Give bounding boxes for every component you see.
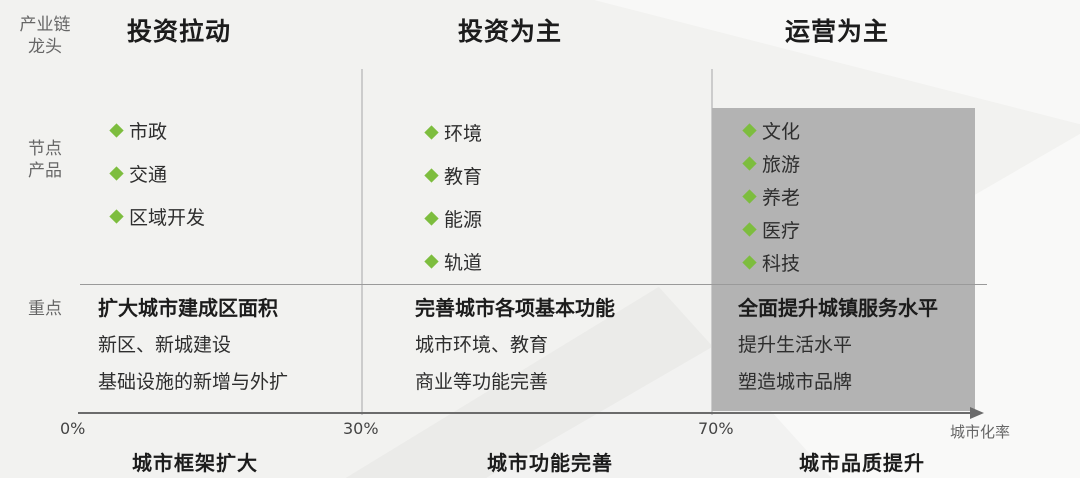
node-label: 环境 [444,122,483,145]
focus-line: 基础设施的新增与外扩 [98,371,289,393]
diamond-bullet-icon [742,122,757,138]
focus-line: 城市环境、教育 [415,334,549,356]
node-item: 能源 [424,207,483,231]
axis-tick-0: 0% [60,419,86,438]
node-item: 养老 [742,185,801,209]
focus-block-column-1: 扩大城市建成区面积 新区、新城建设 基础设施的新增与外扩 [98,296,288,408]
row-label-line: 产业链 [19,15,71,35]
row-label-line: 重点 [28,299,62,319]
diamond-bullet-icon [424,124,439,140]
focus-line: 新区、新城建设 [98,334,232,356]
axis-tick-30: 30% [343,419,379,438]
node-list-column-1: 市政 交通 区域开发 [109,119,206,248]
node-item: 教育 [424,164,483,188]
node-label: 市政 [129,120,168,143]
column-header-3: 运营为主 [785,17,890,46]
row-label-line: 产品 [28,161,62,181]
urbanization-axis [78,412,972,414]
node-label: 医疗 [762,219,801,242]
node-item: 区域开发 [109,205,206,229]
row-label-line: 龙头 [28,37,62,57]
column-header-2: 投资为主 [458,17,563,46]
stage-label-2: 城市功能完善 [487,451,613,475]
diamond-bullet-icon [742,254,757,270]
node-item: 交通 [109,162,205,186]
node-label: 交通 [129,163,168,186]
node-label: 文化 [762,120,801,143]
column-header-1: 投资拉动 [127,17,232,46]
axis-tick-70: 70% [698,419,734,438]
focus-block-column-2: 完善城市各项基本功能 城市环境、教育 商业等功能完善 [415,296,615,408]
focus-line: 提升生活水平 [738,334,853,356]
node-item: 医疗 [742,218,801,242]
node-list-column-3: 文化 旅游 养老 医疗 科技 [742,119,801,284]
row-label-focus: 重点 [12,298,78,320]
node-label: 科技 [762,252,801,275]
stage-label-3: 城市品质提升 [799,451,925,475]
diamond-bullet-icon [424,210,439,226]
focus-line: 商业等功能完善 [415,371,549,393]
node-label: 养老 [762,186,801,209]
row-label-line: 节点 [28,139,62,159]
column-divider-1 [361,69,363,415]
focus-title: 全面提升城镇服务水平 [738,296,938,320]
row-label-node-product: 节点 产品 [12,138,78,182]
node-label: 旅游 [762,153,801,176]
node-label: 轨道 [444,251,483,274]
highlight-panel [712,108,975,411]
node-label: 教育 [444,165,483,188]
focus-title: 完善城市各项基本功能 [415,296,615,320]
focus-row-separator [80,284,987,285]
diamond-bullet-icon [109,122,124,138]
diamond-bullet-icon [424,167,439,183]
diamond-bullet-icon [742,155,757,171]
row-label-chain-leader: 产业链 龙头 [12,14,78,58]
axis-end-label: 城市化率 [950,423,1011,441]
node-label: 区域开发 [129,206,206,229]
diamond-bullet-icon [424,253,439,269]
node-item: 环境 [424,121,483,145]
focus-block-column-3: 全面提升城镇服务水平 提升生活水平 塑造城市品牌 [738,296,938,408]
focus-title: 扩大城市建成区面积 [98,296,278,320]
node-list-column-2: 环境 教育 能源 轨道 [424,121,483,293]
stage-label-1: 城市框架扩大 [132,451,258,475]
node-item: 科技 [742,251,801,275]
node-label: 能源 [444,208,483,231]
focus-line: 塑造城市品牌 [738,371,853,393]
node-item: 轨道 [424,250,483,274]
diamond-bullet-icon [109,165,124,181]
node-item: 旅游 [742,152,801,176]
node-item: 市政 [109,119,205,143]
node-item: 文化 [742,119,801,143]
diamond-bullet-icon [742,188,757,204]
diamond-bullet-icon [109,208,124,224]
axis-arrow-icon [970,407,984,419]
diamond-bullet-icon [742,221,757,237]
